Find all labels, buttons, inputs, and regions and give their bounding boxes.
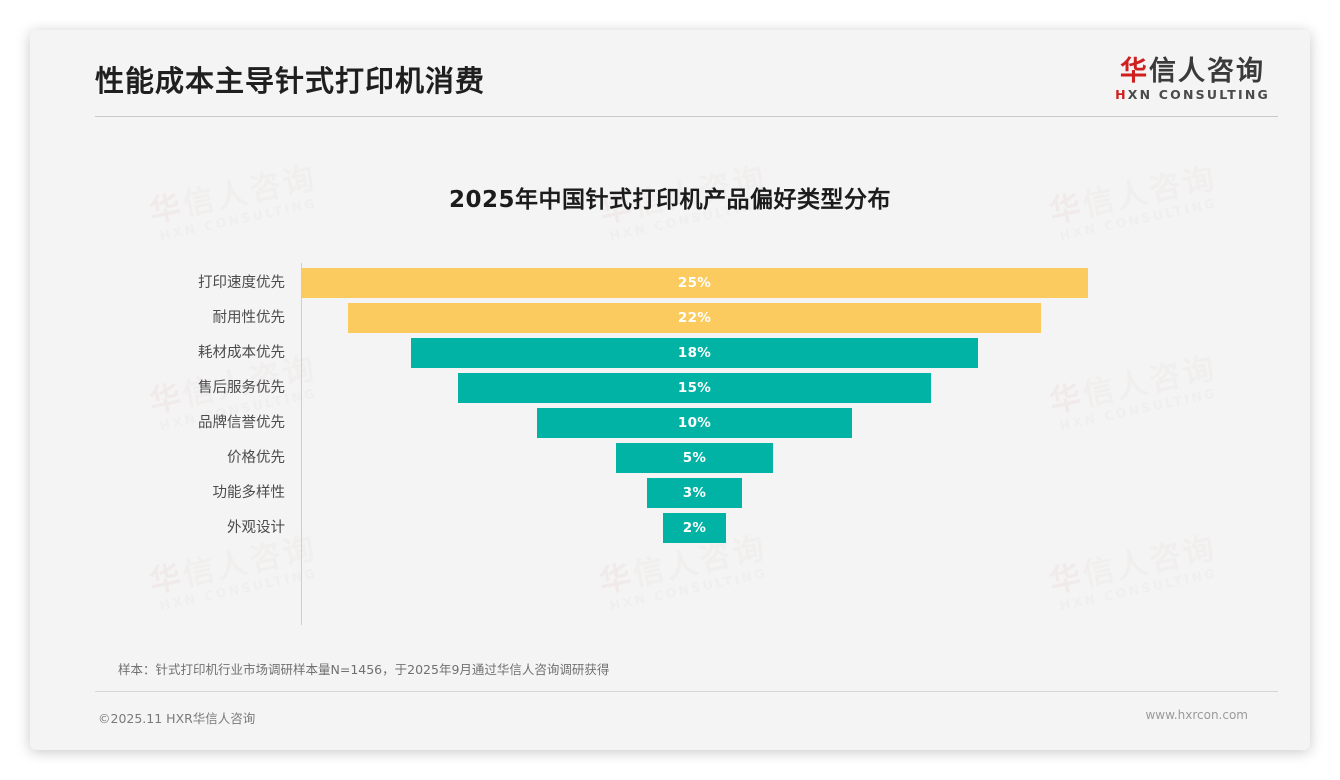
header-divider	[95, 116, 1278, 117]
chart-category-label: 外观设计	[227, 520, 285, 536]
chart-bar-rows: 打印速度优先 25% 耐用性优先 22% 耗材成本优先 18% 售后服务优先 15% 品牌信誉优…	[30, 268, 1310, 548]
chart-bar[interactable]: 22%	[348, 303, 1041, 333]
chart-bar-value: 5%	[682, 450, 707, 466]
footer-divider	[95, 691, 1278, 692]
chart-category-label: 打印速度优先	[198, 275, 285, 291]
chart-bar-track: 2%	[301, 513, 1280, 543]
chart-bar-track: 3%	[301, 478, 1280, 508]
brand-logo-cn-rest: 信人咨询	[1149, 56, 1266, 87]
brand-logo-en: HXN CONSULTING	[1115, 89, 1270, 102]
brand-logo-cn-red: 华	[1120, 56, 1150, 87]
slide-footer: ©2025.11 HXR华信人咨询 www.hxrcon.com	[30, 708, 1310, 728]
copyright-text: ©2025.11 HXR华信人咨询	[98, 711, 256, 726]
chart-bar-track: 15%	[301, 373, 1280, 403]
chart-bar-track: 22%	[301, 303, 1280, 333]
chart-category-label: 价格优先	[227, 450, 285, 466]
chart-category-label: 耐用性优先	[212, 310, 286, 326]
chart-bar[interactable]: 15%	[458, 373, 931, 403]
chart-bar-row: 打印速度优先 25%	[30, 268, 1310, 303]
chart-bar-track: 10%	[301, 408, 1280, 438]
chart-bar-value: 22%	[677, 310, 712, 326]
chart-bar-value: 25%	[677, 275, 712, 291]
chart-bar[interactable]: 3%	[647, 478, 742, 508]
chart-title: 2025年中国针式打印机产品偏好类型分布	[448, 187, 891, 213]
chart-bar[interactable]: 18%	[411, 338, 978, 368]
chart-container: 2025年中国针式打印机产品偏好类型分布 打印速度优先 25% 耐用性优先 22% 耗材…	[30, 130, 1310, 640]
chart-bar[interactable]: 10%	[537, 408, 852, 438]
chart-bar-value: 3%	[682, 485, 707, 501]
brand-logo: 华信人咨询 HXN CONSULTING	[1115, 56, 1270, 102]
chart-bar-row: 售后服务优先 15%	[30, 373, 1310, 408]
chart-bar-value: 2%	[682, 520, 707, 536]
chart-bar-row: 品牌信誉优先 10%	[30, 408, 1310, 443]
chart-bar-track: 5%	[301, 443, 1280, 473]
chart-bar-row: 外观设计 2%	[30, 513, 1310, 548]
chart-bar[interactable]: 5%	[615, 443, 774, 473]
chart-plot-area: 打印速度优先 25% 耐用性优先 22% 耗材成本优先 18% 售后服务优先 15% 品牌信誉优…	[30, 260, 1310, 630]
chart-category-label: 功能多样性	[212, 485, 286, 501]
brand-logo-en-rest: XN CONSULTING	[1127, 87, 1270, 103]
slide-card: 华信人咨询 HXN CONSULTING 华信人咨询 HXN CONSULTIN…	[30, 30, 1310, 750]
chart-bar-row: 耐用性优先 22%	[30, 303, 1310, 338]
chart-bar-track: 18%	[301, 338, 1280, 368]
website-link[interactable]: www.hxrcon.com	[1145, 708, 1248, 722]
chart-bar-value: 18%	[677, 345, 712, 361]
chart-category-label: 耗材成本优先	[198, 345, 285, 361]
brand-logo-en-red: H	[1115, 87, 1128, 103]
chart-bar-row: 价格优先 5%	[30, 443, 1310, 478]
chart-category-label: 售后服务优先	[198, 380, 285, 396]
page-title: 性能成本主导针式打印机消费	[95, 64, 486, 98]
brand-logo-cn: 华信人咨询	[1115, 56, 1270, 87]
chart-bar-row: 功能多样性 3%	[30, 478, 1310, 513]
chart-source-note: 样本：针式打印机行业市场调研样本量N=1456，于2025年9月通过华信人咨询调…	[118, 662, 610, 677]
chart-axis-line	[301, 263, 302, 625]
chart-bar-value: 10%	[677, 415, 712, 431]
chart-bar[interactable]: 25%	[301, 268, 1088, 298]
chart-category-label: 品牌信誉优先	[198, 415, 285, 431]
slide-header: 性能成本主导针式打印机消费 华信人咨询 HXN CONSULTING	[30, 30, 1310, 130]
chart-bar-track: 25%	[301, 268, 1280, 298]
chart-bar-row: 耗材成本优先 18%	[30, 338, 1310, 373]
chart-bar-value: 15%	[677, 380, 712, 396]
chart-bar[interactable]: 2%	[663, 513, 726, 543]
